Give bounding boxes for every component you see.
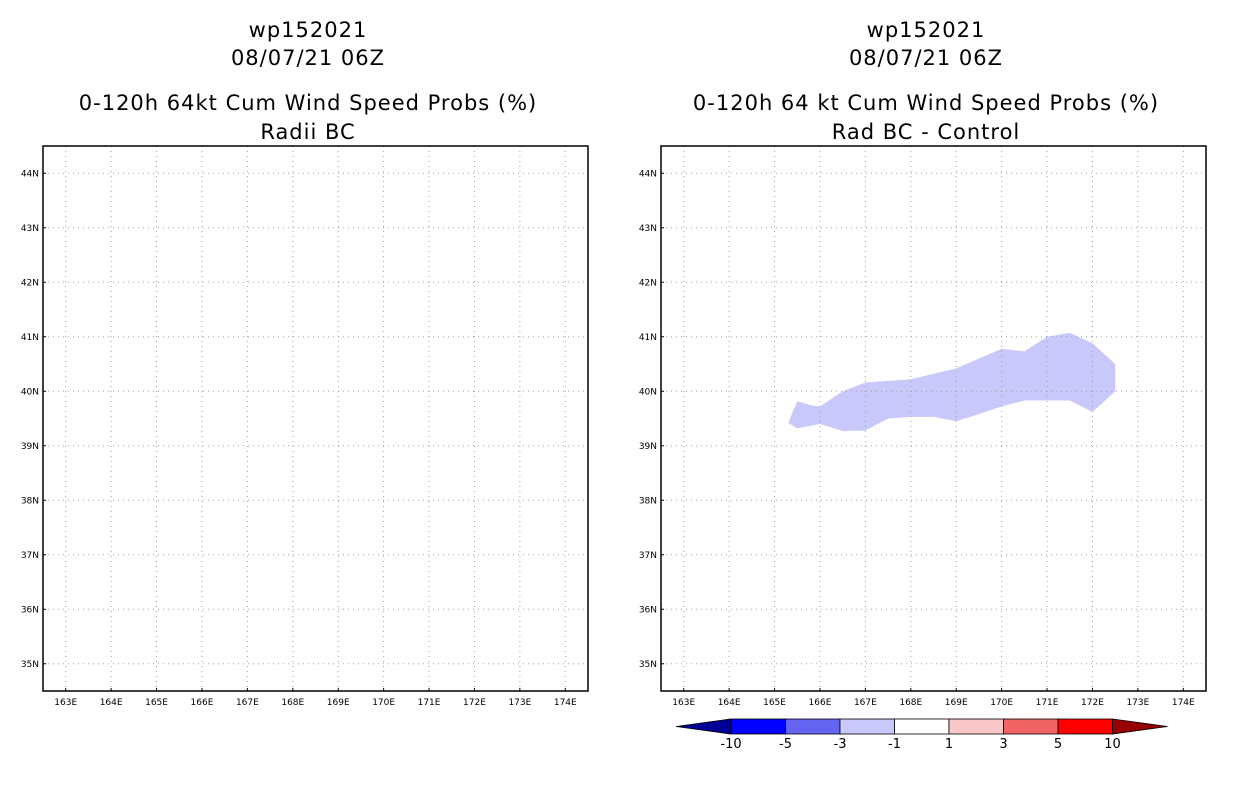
colorbar-label: 5 (1054, 737, 1062, 752)
left-y-tick-label: 39N (21, 442, 39, 452)
right-x-tick-label: 167E (854, 698, 877, 708)
right-x-tick-label: 172E (1081, 698, 1104, 708)
left-y-tick-label: 44N (21, 169, 39, 179)
right-x-tick-label: 170E (990, 698, 1013, 708)
right-x-tick-label: 163E (672, 698, 695, 708)
left-plot: 163E 164E 165E 166E 167E 168E 169E 170E 171E 172E… (21, 145, 589, 708)
colorbar-label: -10 (720, 737, 741, 752)
right-x-tick-label: 166E (809, 698, 832, 708)
left-x-tick-label: 172E (463, 698, 486, 708)
right-y-tick-label: 40N (639, 387, 657, 397)
colorbar-swatch (1003, 718, 1059, 735)
left-plot-frame (42, 145, 589, 692)
right-x-tick-label: 165E (763, 698, 786, 708)
left-storm-id: wp152021 (248, 18, 368, 42)
right-y-tick-label: 37N (639, 551, 657, 561)
left-subtitle: Radii BC (260, 120, 356, 144)
left-x-tick-label: 170E (372, 698, 395, 708)
left-y-tick-label: 40N (21, 387, 39, 397)
left-x-tick-label: 169E (327, 698, 350, 708)
colorbar-label: -1 (888, 737, 901, 752)
colorbar-label: 3 (999, 737, 1007, 752)
right-y-tick-label: 38N (639, 496, 657, 506)
left-date: 08/07/21 06Z (230, 46, 386, 70)
right-y-tick-label: 35N (639, 660, 657, 670)
right-plot: 163E 164E 165E 166E 167E 168E 169E 170E 171E 172E… (639, 145, 1207, 708)
right-y-tick-label: 42N (639, 278, 657, 288)
right-y-tick-label: 41N (639, 333, 657, 343)
left-x-tick-label: 163E (54, 698, 77, 708)
colorbar-swatch (730, 718, 786, 735)
right-x-tick-label: 168E (899, 698, 922, 708)
left-x-tick-label: 166E (191, 698, 214, 708)
right-plot-frame (660, 145, 1207, 692)
left-x-tick-label: 174E (554, 698, 577, 708)
right-date: 08/07/21 06Z (848, 46, 1004, 70)
right-y-tick-label: 39N (639, 442, 657, 452)
right-x-tick-label: 169E (945, 698, 968, 708)
left-x-tick-label: 164E (100, 698, 123, 708)
colorbar: -10 -5 -3 -1 1 3 5 10 (675, 718, 1168, 752)
colorbar-swatch (1057, 718, 1113, 735)
colorbar-arrow-low (675, 718, 732, 735)
left-x-tick-label: 165E (145, 698, 168, 708)
left-y-tick-label: 41N (21, 333, 39, 343)
right-title: 0-120h 64 kt Cum Wind Speed Probs (%) (692, 91, 1160, 115)
right-x-tick-label: 173E (1126, 698, 1149, 708)
colorbar-label: -3 (834, 737, 847, 752)
colorbar-swatch (894, 718, 950, 735)
colorbar-swatch (839, 718, 895, 735)
right-y-tick-label: 36N (639, 605, 657, 615)
right-x-tick-label: 164E (718, 698, 741, 708)
colorbar-label: -5 (779, 737, 792, 752)
right-storm-id: wp152021 (866, 18, 986, 42)
left-y-tick-label: 37N (21, 551, 39, 561)
right-y-tick-label: 43N (639, 224, 657, 234)
right-prob-region-0 (788, 332, 1116, 431)
left-x-tick-label: 171E (418, 698, 441, 708)
left-y-tick-label: 42N (21, 278, 39, 288)
left-y-tick-label: 36N (21, 605, 39, 615)
left-x-tick-label: 173E (508, 698, 531, 708)
right-x-tick-label: 174E (1172, 698, 1195, 708)
colorbar-label: 10 (1104, 737, 1121, 752)
right-y-tick-label: 44N (639, 169, 657, 179)
colorbar-swatch (948, 718, 1004, 735)
right-subtitle: Rad BC - Control (831, 120, 1021, 144)
right-x-tick-label: 171E (1036, 698, 1059, 708)
left-x-tick-label: 168E (281, 698, 304, 708)
colorbar-arrow-high (1112, 718, 1168, 735)
colorbar-swatch (785, 718, 841, 735)
left-y-tick-label: 38N (21, 496, 39, 506)
left-y-tick-label: 35N (21, 660, 39, 670)
left-title: 0-120h 64kt Cum Wind Speed Probs (%) (78, 91, 538, 115)
left-y-tick-label: 43N (21, 224, 39, 234)
colorbar-label: 1 (945, 737, 953, 752)
left-x-tick-label: 167E (236, 698, 259, 708)
